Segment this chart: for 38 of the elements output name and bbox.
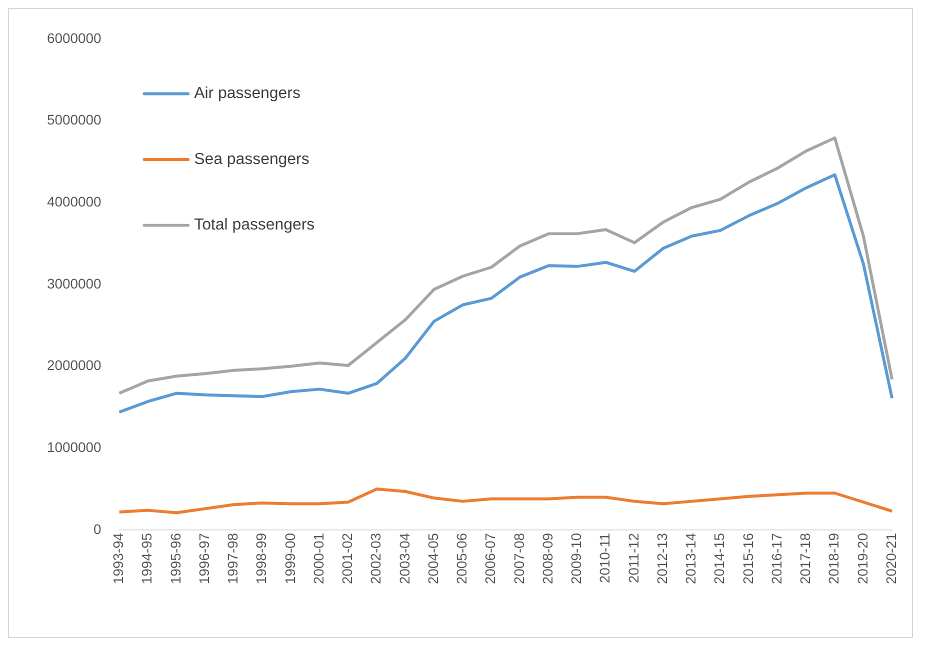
x-tick-label: 2019-20 <box>854 532 870 584</box>
x-tick-label: 2012-13 <box>654 532 670 584</box>
legend-label: Air passengers <box>194 85 300 102</box>
x-tick-label: 2020-21 <box>882 532 899 584</box>
x-tick-label: 1993-94 <box>110 532 126 584</box>
x-tick-label: 2001-02 <box>339 532 356 584</box>
x-tick-label: 2011-12 <box>625 532 642 584</box>
x-tick-label: 2010-11 <box>596 532 613 584</box>
x-tick-label: 2013-14 <box>682 532 699 584</box>
legend-label: Sea passengers <box>194 150 310 168</box>
x-tick-label: 1998-99 <box>253 532 270 584</box>
x-tick-label: 2007-08 <box>510 532 527 584</box>
x-tick-label: 2000-01 <box>310 532 326 584</box>
x-tick-label: 2008-09 <box>539 532 556 584</box>
x-tick-label: 2017-18 <box>797 532 814 584</box>
y-tick-label: 1000000 <box>46 438 102 455</box>
x-tick-label: 2015-16 <box>740 532 756 584</box>
x-tick-label: 2016-17 <box>768 532 784 584</box>
y-tick-label: 4000000 <box>46 193 102 210</box>
y-tick-label: 3000000 <box>46 275 102 292</box>
x-tick-label: 1997-98 <box>224 532 241 584</box>
x-tick-label: 2009-10 <box>568 532 584 584</box>
y-tick-label: 0 <box>94 520 102 537</box>
y-tick-label: 6000000 <box>46 30 102 46</box>
x-tick-label: 1996-97 <box>196 532 212 584</box>
x-tick-label: 1995-96 <box>167 532 184 584</box>
x-tick-label: 2002-03 <box>368 532 384 584</box>
x-tick-label: 2006-07 <box>482 532 498 584</box>
y-tick-label: 2000000 <box>46 357 102 374</box>
x-tick-label: 2004-05 <box>424 532 441 584</box>
x-tick-label: 2014-15 <box>711 532 728 584</box>
x-tick-label: 1994-95 <box>138 532 155 584</box>
x-tick-label: 2005-06 <box>454 532 470 584</box>
x-tick-label: 2003-04 <box>396 532 412 584</box>
legend-label: Total passengers <box>194 216 315 234</box>
y-tick-label: 5000000 <box>46 112 102 128</box>
x-tick-label: 2018-19 <box>826 532 842 584</box>
x-tick-label: 1999-00 <box>282 532 298 584</box>
